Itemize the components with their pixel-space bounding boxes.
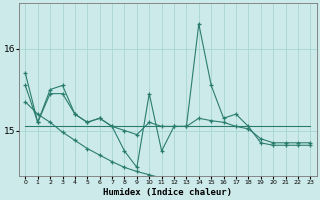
X-axis label: Humidex (Indice chaleur): Humidex (Indice chaleur) <box>103 188 232 197</box>
